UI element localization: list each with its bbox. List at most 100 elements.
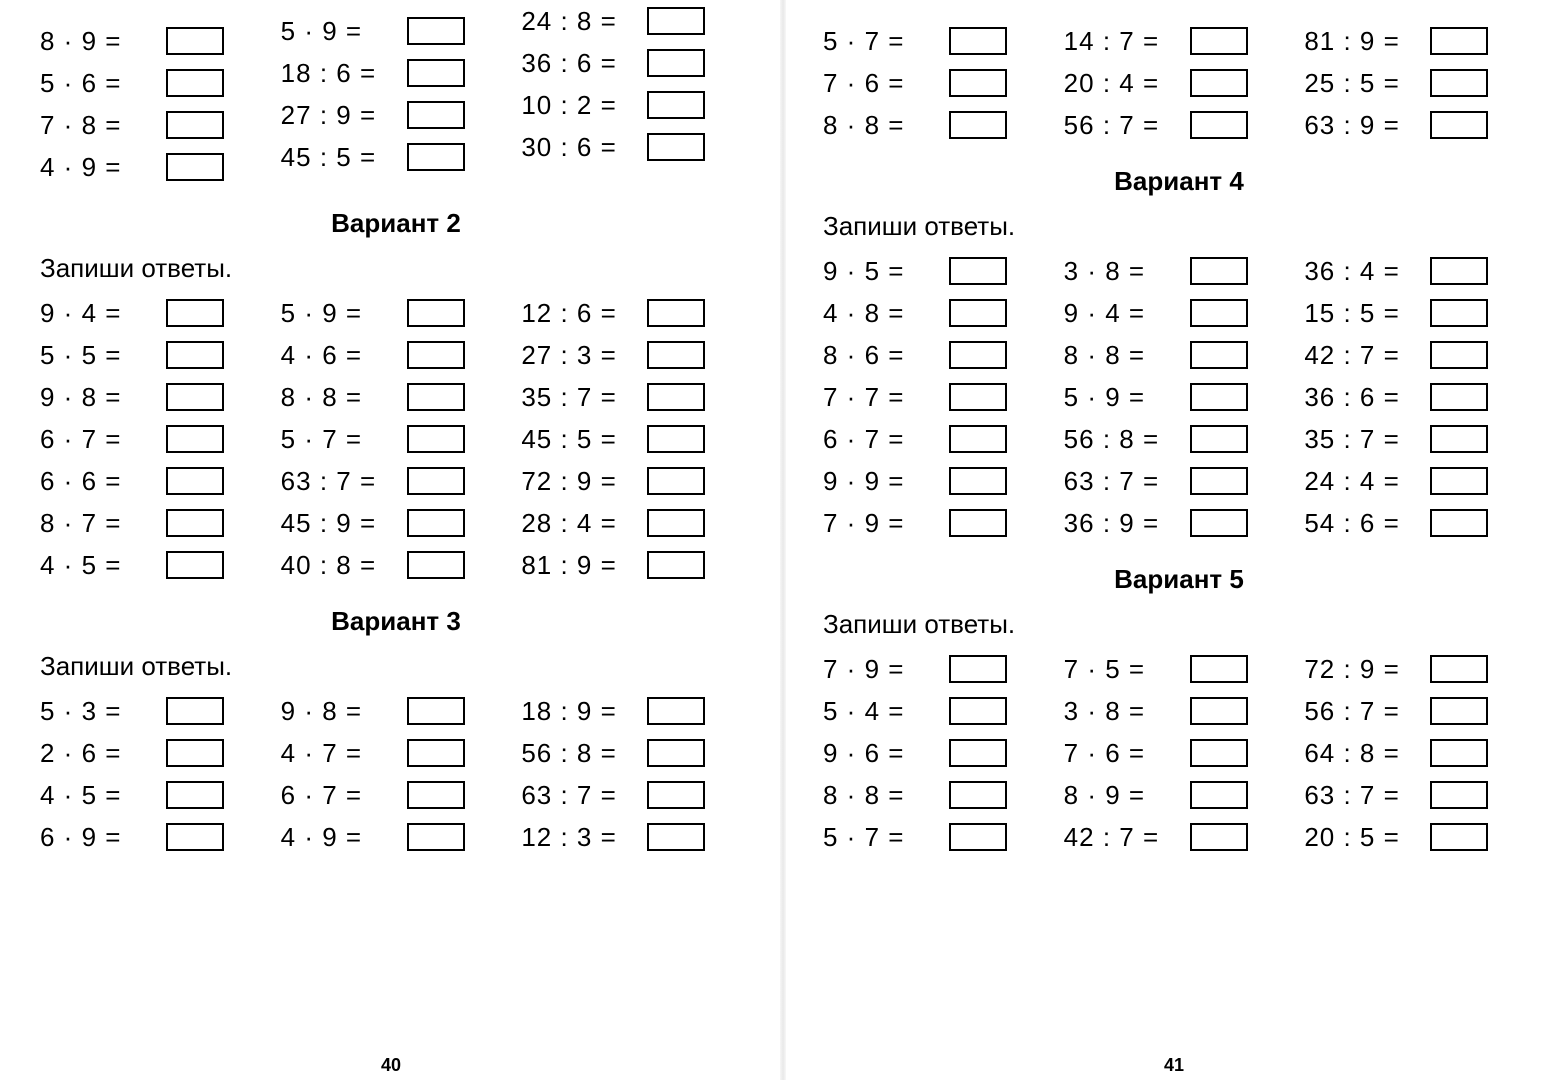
answer-box[interactable] <box>1430 299 1488 327</box>
answer-box[interactable] <box>647 739 705 767</box>
answer-box[interactable] <box>407 17 465 45</box>
answer-box[interactable] <box>949 383 1007 411</box>
answer-box[interactable] <box>1190 509 1248 537</box>
answer-box[interactable] <box>949 655 1007 683</box>
answer-box[interactable] <box>949 299 1007 327</box>
equation-label: 5 · 7 = <box>823 822 943 853</box>
answer-box[interactable] <box>407 467 465 495</box>
answer-box[interactable] <box>166 383 224 411</box>
answer-box[interactable] <box>166 299 224 327</box>
answer-box[interactable] <box>1430 655 1488 683</box>
answer-box[interactable] <box>949 823 1007 851</box>
answer-box[interactable] <box>407 823 465 851</box>
answer-box[interactable] <box>1190 341 1248 369</box>
answer-box[interactable] <box>1430 509 1488 537</box>
equation-label: 8 · 8 = <box>823 110 943 141</box>
answer-box[interactable] <box>166 781 224 809</box>
answer-box[interactable] <box>949 27 1007 55</box>
equation-row: 5 · 9 = <box>281 292 512 334</box>
answer-box[interactable] <box>407 341 465 369</box>
answer-box[interactable] <box>647 341 705 369</box>
answer-box[interactable] <box>647 7 705 35</box>
answer-box[interactable] <box>1430 467 1488 495</box>
answer-box[interactable] <box>1430 781 1488 809</box>
answer-box[interactable] <box>407 697 465 725</box>
answer-box[interactable] <box>166 341 224 369</box>
answer-box[interactable] <box>949 341 1007 369</box>
answer-box[interactable] <box>949 69 1007 97</box>
answer-box[interactable] <box>647 781 705 809</box>
answer-box[interactable] <box>1190 467 1248 495</box>
answer-box[interactable] <box>647 91 705 119</box>
answer-box[interactable] <box>1430 341 1488 369</box>
answer-box[interactable] <box>1190 697 1248 725</box>
answer-box[interactable] <box>1190 27 1248 55</box>
answer-box[interactable] <box>1190 69 1248 97</box>
equation-row: 4 · 5 = <box>40 774 271 816</box>
answer-box[interactable] <box>166 69 224 97</box>
answer-box[interactable] <box>1430 257 1488 285</box>
answer-box[interactable] <box>949 781 1007 809</box>
answer-box[interactable] <box>407 299 465 327</box>
answer-box[interactable] <box>166 467 224 495</box>
answer-box[interactable] <box>949 509 1007 537</box>
answer-box[interactable] <box>407 781 465 809</box>
answer-box[interactable] <box>1430 823 1488 851</box>
equation-label: 9 · 8 = <box>281 696 401 727</box>
answer-box[interactable] <box>949 467 1007 495</box>
answer-box[interactable] <box>1430 739 1488 767</box>
answer-box[interactable] <box>1430 27 1488 55</box>
answer-box[interactable] <box>1190 823 1248 851</box>
answer-box[interactable] <box>407 551 465 579</box>
answer-box[interactable] <box>166 27 224 55</box>
answer-box[interactable] <box>407 383 465 411</box>
answer-box[interactable] <box>949 697 1007 725</box>
answer-box[interactable] <box>949 111 1007 139</box>
answer-box[interactable] <box>647 467 705 495</box>
answer-box[interactable] <box>407 739 465 767</box>
answer-box[interactable] <box>647 383 705 411</box>
equation-label: 45 : 5 = <box>281 142 401 173</box>
answer-box[interactable] <box>407 101 465 129</box>
answer-box[interactable] <box>407 143 465 171</box>
answer-box[interactable] <box>1430 383 1488 411</box>
equation-label: 12 : 3 = <box>521 822 641 853</box>
answer-box[interactable] <box>1190 781 1248 809</box>
answer-box[interactable] <box>647 823 705 851</box>
answer-box[interactable] <box>166 153 224 181</box>
equation-row: 3 · 8 = <box>1064 250 1295 292</box>
answer-box[interactable] <box>1190 425 1248 453</box>
answer-box[interactable] <box>647 133 705 161</box>
answer-box[interactable] <box>1430 111 1488 139</box>
answer-box[interactable] <box>949 739 1007 767</box>
answer-box[interactable] <box>949 425 1007 453</box>
answer-box[interactable] <box>1190 111 1248 139</box>
answer-box[interactable] <box>1430 425 1488 453</box>
answer-box[interactable] <box>407 509 465 537</box>
answer-box[interactable] <box>1190 299 1248 327</box>
answer-box[interactable] <box>166 509 224 537</box>
answer-box[interactable] <box>647 509 705 537</box>
answer-box[interactable] <box>407 425 465 453</box>
answer-box[interactable] <box>1190 257 1248 285</box>
answer-box[interactable] <box>647 697 705 725</box>
answer-box[interactable] <box>647 299 705 327</box>
answer-box[interactable] <box>647 425 705 453</box>
answer-box[interactable] <box>166 739 224 767</box>
answer-box[interactable] <box>166 823 224 851</box>
answer-box[interactable] <box>1190 383 1248 411</box>
answer-box[interactable] <box>949 257 1007 285</box>
equation-label: 6 · 9 = <box>40 822 160 853</box>
answer-box[interactable] <box>647 49 705 77</box>
answer-box[interactable] <box>166 425 224 453</box>
answer-box[interactable] <box>1190 739 1248 767</box>
answer-box[interactable] <box>166 111 224 139</box>
answer-box[interactable] <box>407 59 465 87</box>
answer-box[interactable] <box>1430 697 1488 725</box>
answer-box[interactable] <box>1190 655 1248 683</box>
answer-box[interactable] <box>166 697 224 725</box>
answer-box[interactable] <box>647 551 705 579</box>
answer-box[interactable] <box>1430 69 1488 97</box>
equation-row: 56 : 8 = <box>521 732 752 774</box>
answer-box[interactable] <box>166 551 224 579</box>
